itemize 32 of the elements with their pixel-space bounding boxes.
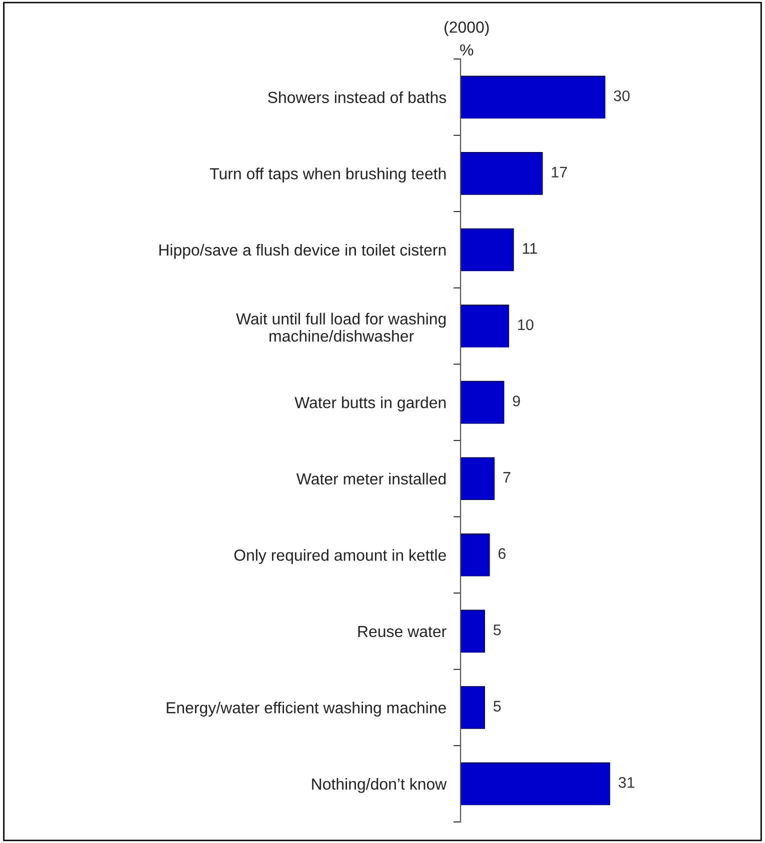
data-label: 11 [522, 243, 537, 254]
data-label: 9 [512, 396, 520, 406]
y-tick-label: Water meter installed [296, 472, 446, 485]
data-label: 7 [503, 472, 510, 483]
y-tick-label: Reuse water [358, 626, 446, 638]
y-tick-label: Hippo/save a flush device in toilet cistern [159, 244, 446, 259]
bar [460, 762, 610, 806]
data-label: 30 [614, 90, 630, 102]
bar [460, 686, 486, 729]
y-tick-label: Turn off taps when brushing teeth [210, 168, 446, 183]
chart-subtitle: % [460, 44, 474, 56]
bar [460, 76, 606, 119]
y-tick-label: Energy/water efficient washing machine [166, 702, 446, 717]
data-label: 31 [618, 777, 634, 788]
y-tick-label: Only required amount in kettle [234, 549, 446, 564]
data-label: 5 [494, 624, 501, 636]
bar [460, 534, 490, 576]
bar [460, 380, 504, 424]
bar [460, 304, 510, 348]
y-tick-label: Water butts in garden [294, 396, 446, 412]
y-tick-label: Showers instead of baths [268, 91, 446, 104]
y-tick-label: Nothing/don’t know [312, 778, 447, 793]
data-label: 5 [494, 700, 501, 712]
y-tick-label: Wait until full load for washing machine/dishwasher [236, 312, 446, 342]
data-label: 17 [552, 166, 567, 178]
bar [460, 610, 486, 653]
bar [460, 457, 495, 500]
data-label: 6 [498, 548, 506, 560]
bar [460, 228, 514, 272]
bar [460, 152, 543, 195]
data-label: 10 [518, 319, 534, 330]
chart-title: (2000) [444, 21, 489, 36]
